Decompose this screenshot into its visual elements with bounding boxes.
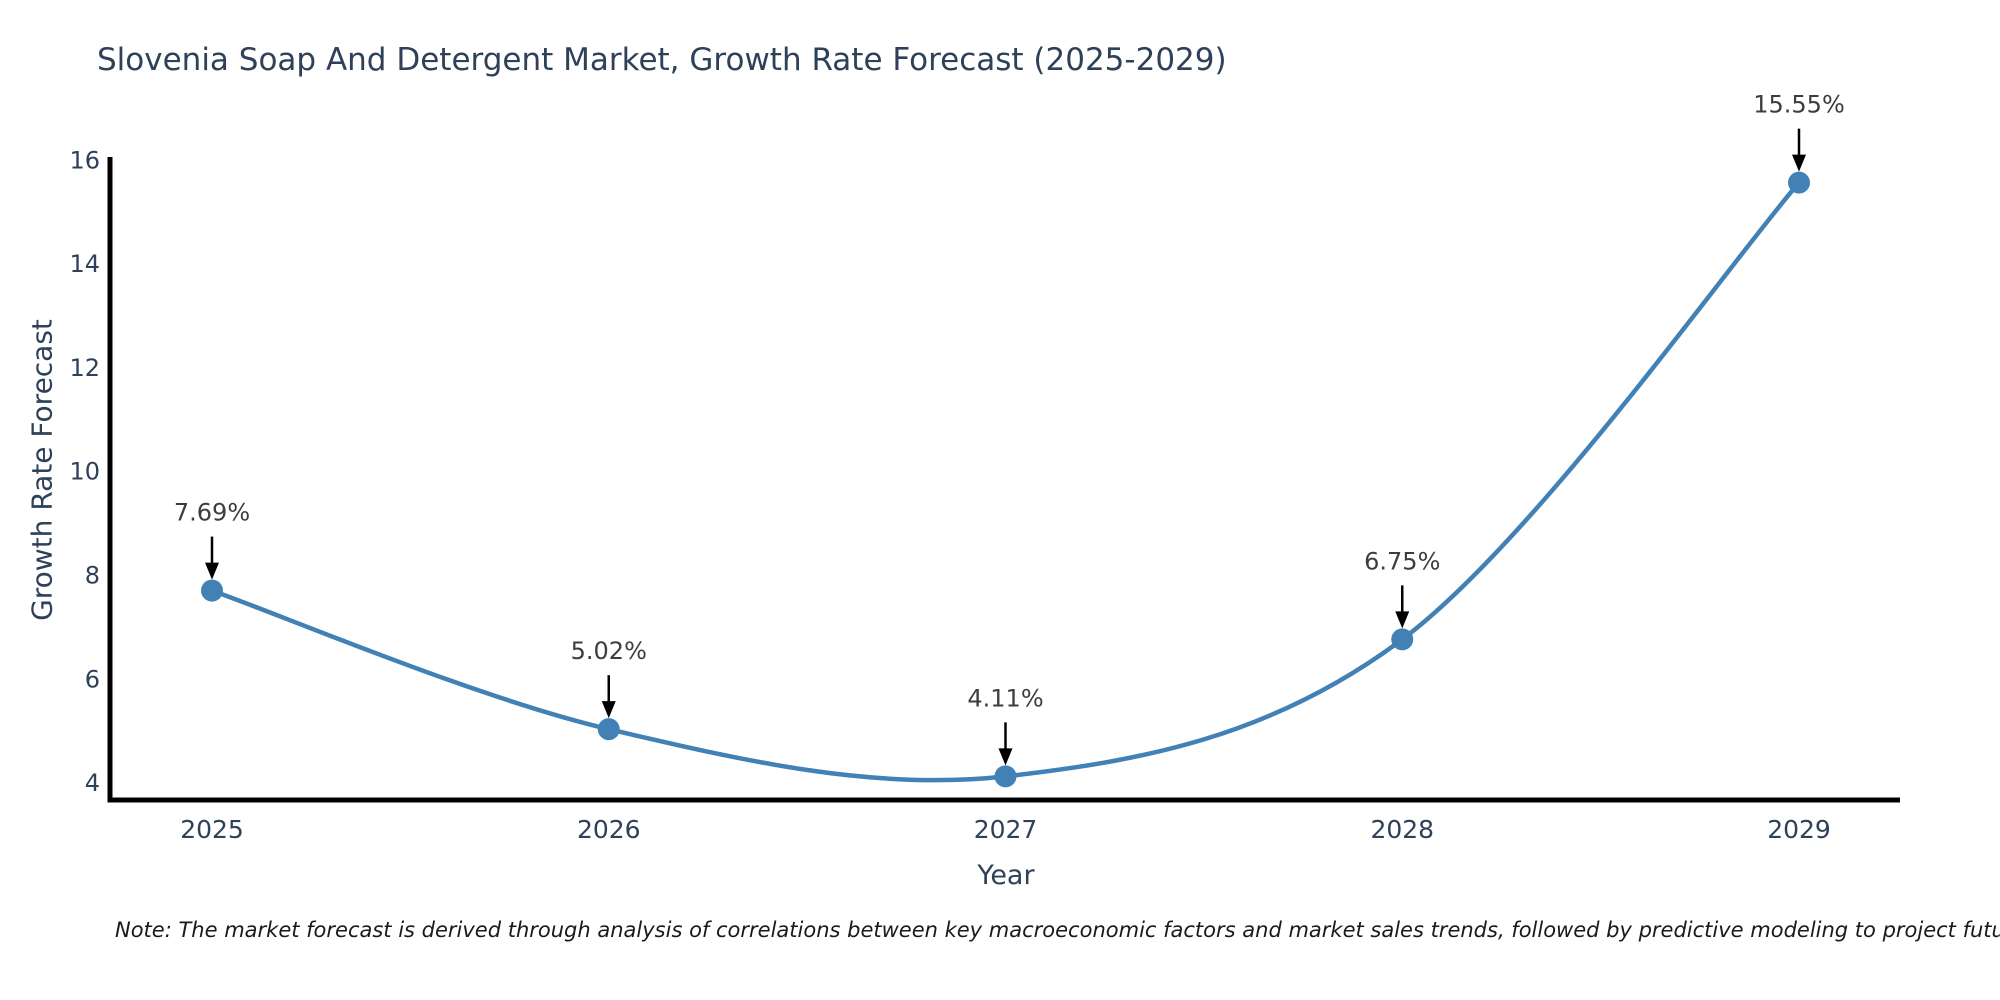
data-point-marker [994,765,1017,788]
annotation-arrowhead-icon [998,748,1013,766]
x-tick-label: 2026 [577,815,641,844]
data-point-label: 7.69% [174,499,250,527]
data-point-marker [1391,628,1414,651]
y-tick-label: 14 [69,250,100,278]
chart-footnote: Note: The market forecast is derived thr… [115,918,2000,942]
data-point-marker [1788,171,1810,194]
y-tick-label: 8 [85,561,100,589]
x-tick-label: 2028 [1370,815,1434,844]
x-tick-label: 2027 [974,815,1038,844]
annotation-arrowhead-icon [1395,611,1410,629]
annotation-layer: 7.69% 5.02% 4.11% 6.75% 15.55% [174,91,1845,766]
forecast-line [209,180,1802,783]
data-point-label: 6.75% [1364,547,1440,575]
data-point-marker [597,718,620,741]
chart-title: Slovenia Soap And Detergent Market, Grow… [97,42,1227,78]
series-layer [201,171,1810,788]
annotation-arrowhead-icon [1792,154,1806,172]
y-tick-label: 16 [69,146,100,174]
x-axis-title: Year [977,860,1035,891]
y-tick-label: 12 [69,354,100,382]
y-tick-label: 4 [85,769,100,797]
x-tick-label: 2029 [1767,815,1831,844]
x-tick-label: 2025 [180,815,244,844]
data-point-label: 5.02% [571,637,647,665]
data-point-label: 15.55% [1753,91,1845,119]
y-tick-label: 6 [85,665,100,693]
annotation-arrowhead-icon [601,701,616,719]
axes-layer [107,157,1900,803]
ticks-layer: 4 6 8 10 12 14 16 2025 2026 2027 2028 2029 [69,146,1830,844]
data-point-marker [201,579,223,602]
y-tick-label: 10 [69,458,100,486]
data-point-label: 4.11% [967,684,1043,712]
annotation-arrowhead-icon [205,562,219,580]
